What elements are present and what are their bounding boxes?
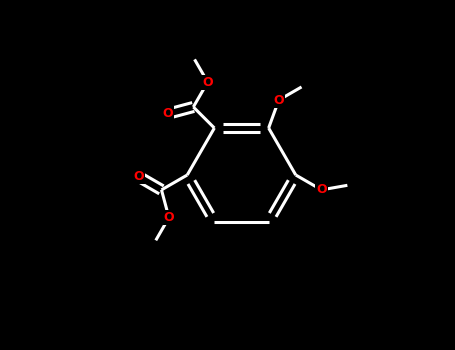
- Text: O: O: [163, 107, 173, 120]
- Text: O: O: [133, 170, 144, 183]
- Text: O: O: [164, 211, 174, 224]
- Text: O: O: [202, 76, 213, 89]
- Text: O: O: [316, 183, 327, 196]
- Text: O: O: [273, 93, 284, 106]
